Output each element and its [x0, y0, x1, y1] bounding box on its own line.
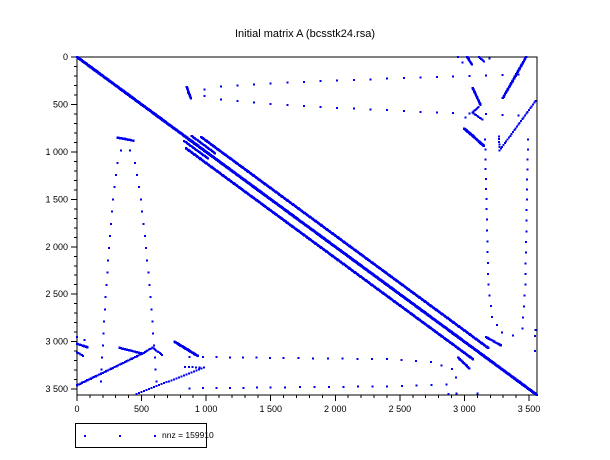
svg-text:3 000: 3 000	[45, 337, 68, 347]
svg-text:500: 500	[53, 99, 68, 109]
legend-label: nnz = 159910	[162, 430, 214, 440]
svg-text:2 500: 2 500	[45, 289, 68, 299]
svg-text:0: 0	[74, 404, 79, 414]
svg-text:1 000: 1 000	[45, 147, 68, 157]
nonzero-dots	[75, 55, 539, 397]
svg-text:2 500: 2 500	[389, 404, 412, 414]
svg-text:2 000: 2 000	[45, 242, 68, 252]
legend-marker-icon	[84, 435, 86, 437]
svg-text:3 500: 3 500	[518, 404, 541, 414]
svg-text:3 000: 3 000	[453, 404, 476, 414]
svg-text:500: 500	[134, 404, 149, 414]
svg-text:3 500: 3 500	[45, 384, 68, 394]
legend-marker-icon	[119, 435, 121, 437]
svg-text:0: 0	[63, 52, 68, 62]
legend-marker-icon	[154, 435, 156, 437]
svg-text:2 000: 2 000	[324, 404, 347, 414]
svg-text:1 000: 1 000	[195, 404, 218, 414]
tick-labels: 0 500 1 000 1 500 2 000 2 500 3 000 3 500 0 500 1 …	[45, 52, 540, 414]
axes	[71, 56, 538, 401]
plot-title: Initial matrix A (bcsstk24.rsa)	[235, 28, 375, 40]
svg-text:1 500: 1 500	[45, 194, 68, 204]
svg-text:1 500: 1 500	[259, 404, 282, 414]
legend-box: nnz = 159910	[75, 423, 214, 448]
